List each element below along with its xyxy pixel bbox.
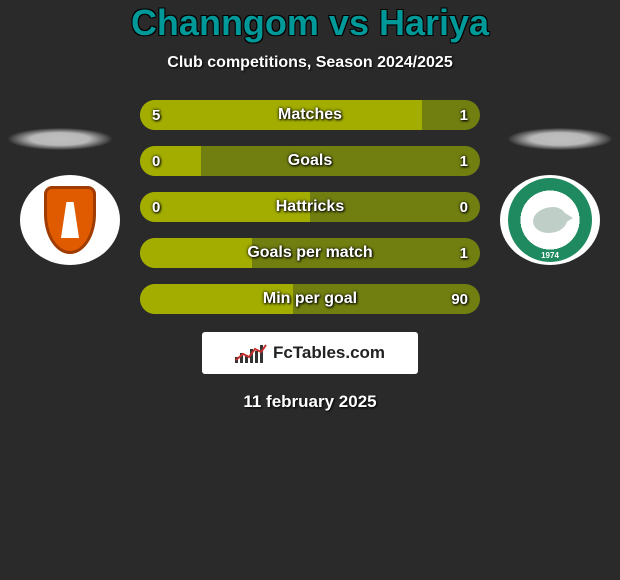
stat-label: Goals per match (140, 238, 480, 268)
stat-label: Hattricks (140, 192, 480, 222)
stat-right-value: 1 (460, 146, 468, 176)
bird-icon (533, 207, 567, 233)
stat-row: Goals per match1 (140, 238, 480, 268)
stat-right-value: 1 (460, 100, 468, 130)
ring-badge-icon: 1974 (508, 178, 592, 262)
stat-right-value: 0 (460, 192, 468, 222)
stat-row: Min per goal90 (140, 284, 480, 314)
stat-row: 0Hattricks0 (140, 192, 480, 222)
stat-row: 5Matches1 (140, 100, 480, 130)
badge-year: 1974 (537, 251, 563, 260)
page-title: Channgom vs Hariya (0, 2, 620, 44)
watermark[interactable]: FcTables.com (202, 332, 418, 374)
stat-right-value: 90 (451, 284, 468, 314)
subtitle: Club competitions, Season 2024/2025 (0, 54, 620, 72)
watermark-text: FcTables.com (273, 343, 385, 363)
stat-label: Goals (140, 146, 480, 176)
club-badge-left[interactable] (20, 175, 120, 265)
line-chart-icon (235, 343, 267, 363)
stat-label: Min per goal (140, 284, 480, 314)
stat-right-value: 1 (460, 238, 468, 268)
stat-label: Matches (140, 100, 480, 130)
widget-root: Channgom vs Hariya Club competitions, Se… (0, 0, 620, 440)
date-label: 11 february 2025 (0, 392, 620, 412)
stat-row: 0Goals1 (140, 146, 480, 176)
player-shadow-right (508, 128, 612, 150)
club-badge-right[interactable]: 1974 (500, 175, 600, 265)
shield-icon (44, 186, 96, 254)
player-shadow-left (8, 128, 112, 150)
